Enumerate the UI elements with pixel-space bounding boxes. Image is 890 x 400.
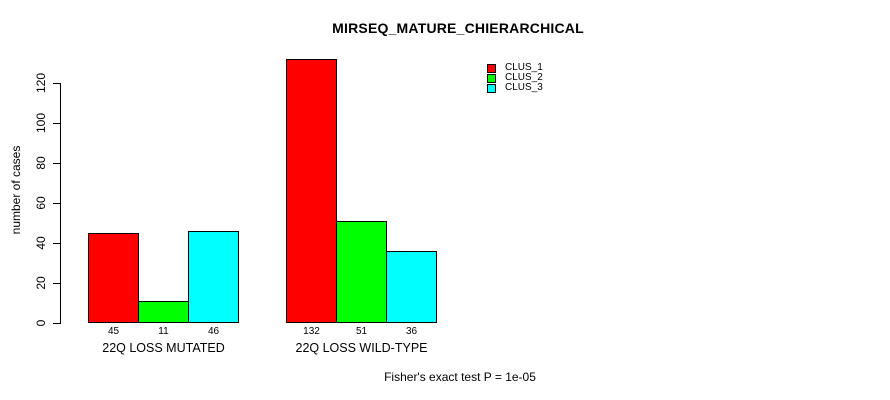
y-axis-tick [53,123,61,124]
legend-label: CLUS_1 [505,62,543,73]
legend-label: CLUS_3 [505,82,543,93]
y-axis-tick [53,203,61,204]
stat-test-annotation: Fisher's exact test P = 1e-05 [384,370,536,384]
y-axis-tick [53,323,61,324]
bar-value-label: 46 [207,326,220,337]
y-axis-tick-label: 80 [34,156,48,170]
bar-clus_2-1 [138,301,189,323]
category-label: 22Q LOSS MUTATED [102,341,225,355]
bar-value-label: 36 [405,326,418,337]
y-axis-tick-label: 100 [34,112,48,134]
bar-clus_3-2 [386,251,437,323]
category-label: 22Q LOSS WILD-TYPE [295,341,428,355]
chart-title: MIRSEQ_MATURE_CHIERARCHICAL [332,20,584,36]
y-axis-label: number of cases [9,145,23,235]
y-axis-tick-label: 120 [34,72,48,94]
bar-value-label: 132 [303,326,320,337]
y-axis-tick-label: 60 [34,196,48,210]
legend-label: CLUS_2 [505,72,543,83]
y-axis-tick-label: 20 [34,276,48,290]
bar-clus_2-2 [336,221,387,323]
bar-value-label: 51 [355,326,368,337]
y-axis-tick [53,83,61,84]
bar-value-label: 11 [158,326,169,337]
legend-swatch-icon [487,84,496,93]
y-axis-tick [53,283,61,284]
y-axis-tick [53,163,61,164]
y-axis-tick-label: 0 [34,319,48,327]
legend-swatch-icon [487,64,496,73]
bar-clus_1-1 [88,233,139,323]
y-axis-tick [53,243,61,244]
bar-clus_1-2 [286,59,337,323]
bar-clus_3-1 [188,231,239,323]
y-axis-tick-label: 40 [34,236,48,250]
bar-value-label: 45 [107,326,120,337]
legend-swatch-icon [487,74,496,83]
